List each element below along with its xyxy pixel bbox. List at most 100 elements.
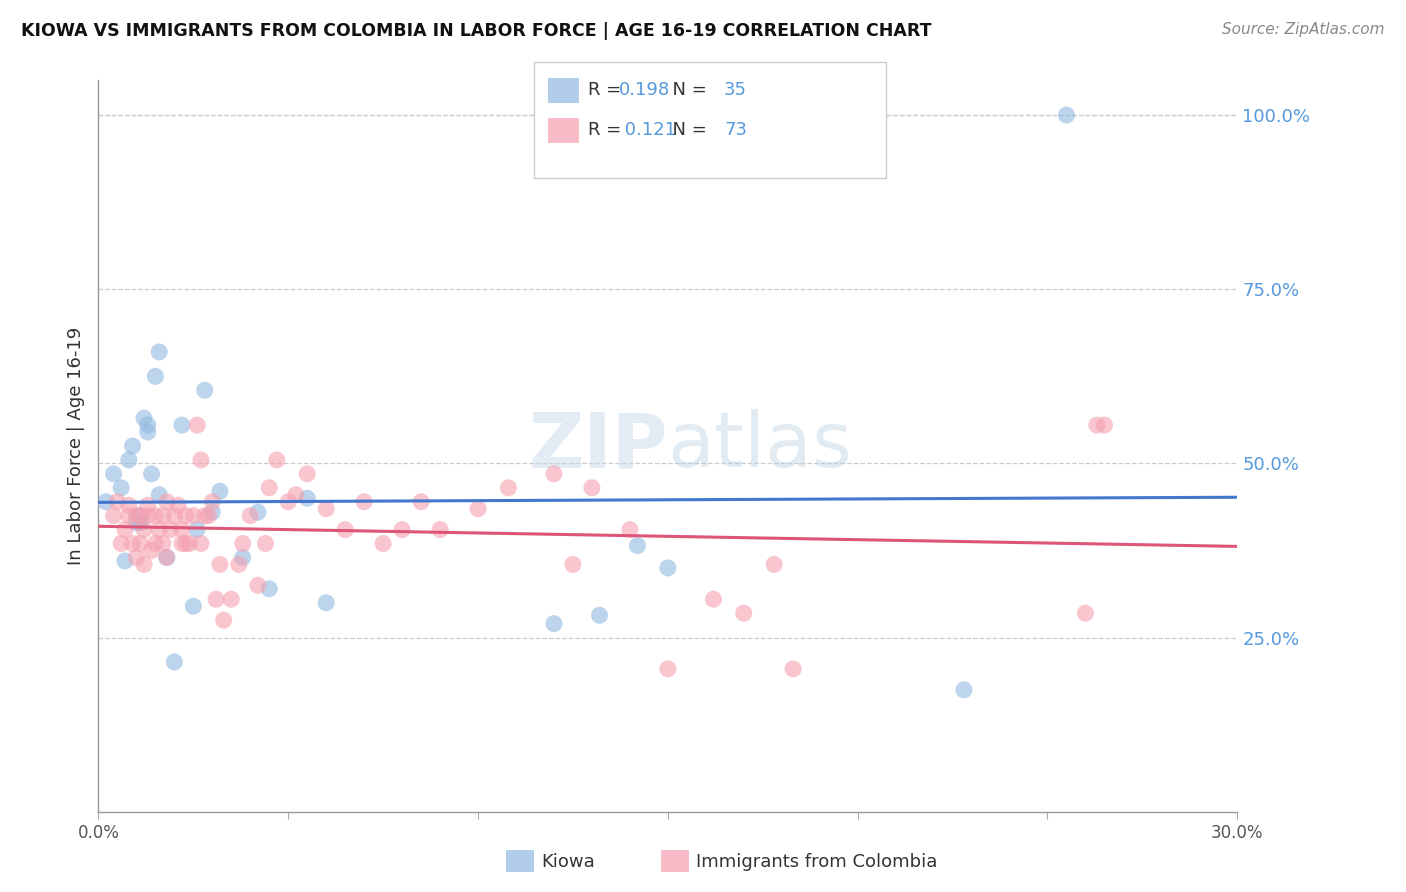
Point	[239, 508, 262, 523]
Point	[232, 536, 254, 550]
Point	[543, 467, 565, 481]
Point	[163, 508, 186, 523]
Point	[702, 592, 724, 607]
Point	[183, 508, 205, 523]
Point	[103, 508, 125, 523]
Text: Immigrants from Colombia: Immigrants from Colombia	[696, 853, 938, 871]
Point	[391, 523, 413, 537]
Point	[197, 508, 219, 523]
Point	[190, 453, 212, 467]
Point	[208, 558, 231, 572]
Point	[132, 558, 155, 572]
Point	[152, 508, 174, 523]
Point	[179, 536, 201, 550]
Point	[136, 418, 159, 433]
Point	[148, 345, 170, 359]
Point	[297, 491, 319, 506]
Point	[152, 536, 174, 550]
Text: 73: 73	[724, 121, 747, 139]
Point	[194, 384, 217, 398]
Y-axis label: In Labor Force | Age 16-19: In Labor Force | Age 16-19	[66, 326, 84, 566]
Point	[315, 501, 337, 516]
Point	[114, 523, 136, 537]
Point	[201, 494, 224, 508]
Point	[125, 516, 148, 530]
Text: 0.121: 0.121	[619, 121, 676, 139]
Text: N =: N =	[661, 81, 713, 99]
Point	[429, 523, 451, 537]
Point	[114, 554, 136, 568]
Point	[170, 523, 193, 537]
Point	[277, 494, 299, 508]
Point	[543, 616, 565, 631]
Point	[148, 488, 170, 502]
Point	[129, 536, 152, 550]
Point	[221, 592, 243, 607]
Point	[411, 494, 433, 508]
Point	[94, 494, 117, 508]
Text: Source: ZipAtlas.com: Source: ZipAtlas.com	[1222, 22, 1385, 37]
Point	[190, 536, 212, 550]
Point	[619, 523, 641, 537]
Point	[1085, 418, 1108, 433]
Point	[148, 523, 170, 537]
Point	[259, 481, 281, 495]
Point	[201, 505, 224, 519]
Point	[121, 439, 143, 453]
Point	[121, 536, 143, 550]
Point	[186, 418, 208, 433]
Text: atlas: atlas	[668, 409, 852, 483]
Point	[156, 494, 179, 508]
Point	[110, 536, 132, 550]
Point	[170, 418, 193, 433]
Point	[129, 516, 152, 530]
Point	[205, 592, 228, 607]
Point	[284, 488, 307, 502]
Point	[118, 498, 141, 512]
Point	[1094, 418, 1116, 433]
Point	[498, 481, 520, 495]
Point	[232, 550, 254, 565]
Point	[259, 582, 281, 596]
Text: 0.198: 0.198	[619, 81, 669, 99]
Point	[145, 536, 167, 550]
Point	[315, 596, 337, 610]
Point	[581, 481, 603, 495]
Point	[141, 543, 163, 558]
Point	[156, 550, 179, 565]
Point	[125, 508, 148, 523]
Point	[163, 655, 186, 669]
Point	[186, 523, 208, 537]
Point	[626, 539, 648, 553]
Point	[145, 369, 167, 384]
Point	[183, 599, 205, 614]
Point	[467, 501, 489, 516]
Point	[110, 481, 132, 495]
Point	[588, 608, 610, 623]
Point	[132, 411, 155, 425]
Point	[371, 536, 394, 550]
Point	[212, 613, 235, 627]
Point	[335, 523, 357, 537]
Point	[266, 453, 288, 467]
Text: N =: N =	[661, 121, 713, 139]
Point	[107, 494, 129, 508]
Point	[118, 453, 141, 467]
Point	[167, 498, 190, 512]
Point	[953, 682, 976, 697]
Point	[782, 662, 804, 676]
Point	[136, 498, 159, 512]
Point	[657, 561, 679, 575]
Point	[1074, 606, 1097, 620]
Text: R =: R =	[588, 81, 627, 99]
Point	[129, 508, 152, 523]
Point	[129, 508, 152, 523]
Point	[1056, 108, 1078, 122]
Text: KIOWA VS IMMIGRANTS FROM COLOMBIA IN LABOR FORCE | AGE 16-19 CORRELATION CHART: KIOWA VS IMMIGRANTS FROM COLOMBIA IN LAB…	[21, 22, 932, 40]
Text: ZIP: ZIP	[529, 409, 668, 483]
Point	[657, 662, 679, 676]
Point	[125, 550, 148, 565]
Text: R =: R =	[588, 121, 627, 139]
Point	[118, 508, 141, 523]
Point	[156, 550, 179, 565]
